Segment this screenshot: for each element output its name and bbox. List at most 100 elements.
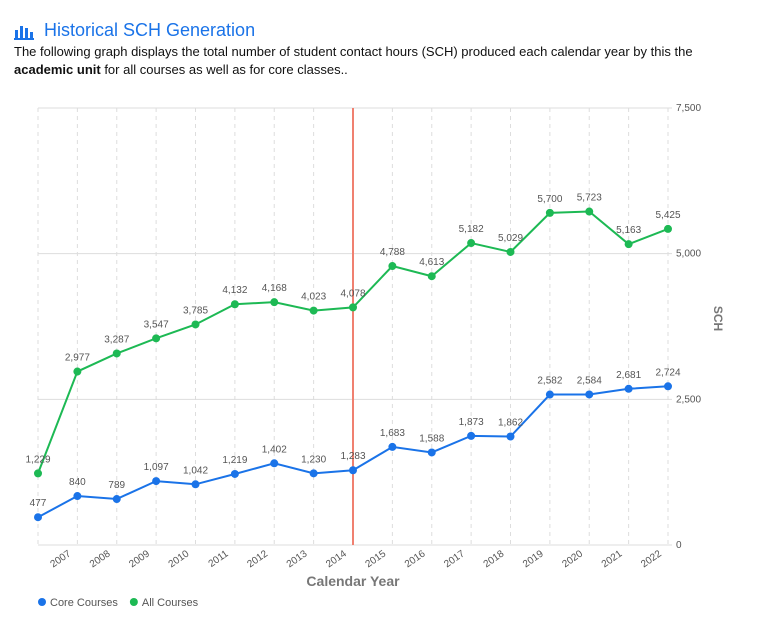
point xyxy=(112,495,121,504)
point xyxy=(270,459,279,468)
data-label: 1,873 xyxy=(459,417,484,428)
x-tick-label: 2007 xyxy=(49,548,74,570)
point xyxy=(34,513,42,522)
data-label: 3,547 xyxy=(144,319,169,330)
point xyxy=(388,442,397,451)
data-label: 5,182 xyxy=(459,224,484,235)
point xyxy=(545,208,554,217)
x-tick-label: 2012 xyxy=(245,548,270,570)
point xyxy=(230,469,239,478)
point xyxy=(427,448,436,457)
point xyxy=(467,431,476,440)
data-label: 2,584 xyxy=(577,375,602,386)
point xyxy=(664,224,672,233)
point xyxy=(230,300,239,309)
data-label: 5,163 xyxy=(616,225,641,236)
data-label: 4,023 xyxy=(301,292,326,303)
data-label: 1,862 xyxy=(498,418,523,429)
data-label: 1,230 xyxy=(301,454,326,465)
point xyxy=(506,247,515,256)
point xyxy=(73,492,82,501)
x-tick-label: 2018 xyxy=(482,548,507,570)
point xyxy=(112,349,121,358)
data-label: 1,097 xyxy=(144,462,169,473)
point xyxy=(467,239,476,248)
point xyxy=(545,390,554,399)
data-label: 5,723 xyxy=(577,193,602,204)
y-tick-label: 7,500 xyxy=(676,103,701,114)
x-tick-label: 2022 xyxy=(639,548,664,570)
data-label: 789 xyxy=(108,480,125,491)
point xyxy=(585,390,594,399)
desc-bold: academic unit xyxy=(14,62,101,77)
data-label: 1,402 xyxy=(262,444,287,455)
x-tick-label: 2008 xyxy=(88,548,113,570)
x-tick-label: 2021 xyxy=(600,548,625,570)
data-label: 477 xyxy=(30,498,47,509)
data-label: 2,582 xyxy=(537,376,562,387)
data-label: 1,588 xyxy=(419,433,444,444)
x-axis-title: Calendar Year xyxy=(306,573,400,589)
desc-text: for all courses as well as for core clas… xyxy=(100,62,348,77)
point xyxy=(664,382,672,391)
data-label: 4,788 xyxy=(380,247,405,258)
point xyxy=(152,334,161,343)
point xyxy=(191,320,200,329)
description: The following graph displays the total n… xyxy=(14,43,754,79)
data-label: 1,683 xyxy=(380,428,405,439)
point xyxy=(427,272,436,281)
point xyxy=(506,432,515,441)
point xyxy=(309,306,318,315)
point xyxy=(34,469,42,478)
title: Historical SCH Generation xyxy=(44,20,256,40)
data-label: 4,168 xyxy=(262,283,287,294)
point xyxy=(388,262,397,271)
x-tick-label: 2016 xyxy=(403,548,428,570)
data-label: 840 xyxy=(69,477,86,488)
point xyxy=(585,207,594,216)
point xyxy=(309,469,318,478)
data-label: 2,681 xyxy=(616,370,641,381)
y-tick-label: 0 xyxy=(676,540,682,551)
x-tick-label: 2010 xyxy=(167,548,192,570)
data-label: 4,132 xyxy=(222,285,247,296)
data-label: 1,219 xyxy=(222,455,247,466)
x-tick-label: 2019 xyxy=(521,548,546,570)
legend-swatch xyxy=(129,598,138,606)
y-axis-title: SCH xyxy=(711,306,725,331)
y-tick-label: 5,000 xyxy=(676,249,701,260)
legend-label: All Courses xyxy=(142,597,199,609)
x-tick-label: 2013 xyxy=(285,548,310,570)
data-label: 5,029 xyxy=(498,233,523,244)
x-tick-label: 2014 xyxy=(324,548,349,570)
data-label: 2,724 xyxy=(655,367,680,378)
data-label: 4,078 xyxy=(340,288,365,299)
x-tick-label: 2009 xyxy=(127,548,152,570)
point xyxy=(624,384,633,393)
legend-label: Core Courses xyxy=(50,597,118,609)
desc-text: The following graph displays the total n… xyxy=(14,44,693,59)
data-label: 3,785 xyxy=(183,305,208,316)
data-label: 1,283 xyxy=(340,451,365,462)
point xyxy=(624,240,633,249)
point xyxy=(349,303,357,312)
data-label: 2,977 xyxy=(65,353,90,364)
data-label: 4,613 xyxy=(419,257,444,268)
chart-icon xyxy=(14,26,34,40)
legend-swatch xyxy=(38,598,46,606)
x-tick-label: 2015 xyxy=(364,548,389,570)
x-tick-label: 2020 xyxy=(560,548,585,570)
point xyxy=(152,477,161,486)
point xyxy=(270,298,279,307)
data-label: 1,042 xyxy=(183,465,208,476)
data-label: 1,229 xyxy=(25,454,50,465)
data-label: 5,700 xyxy=(537,194,562,205)
point xyxy=(349,466,357,475)
x-tick-label: 2017 xyxy=(442,548,467,570)
y-tick-label: 2,500 xyxy=(676,394,701,405)
point xyxy=(73,367,82,376)
x-tick-label: 2011 xyxy=(207,548,231,570)
data-label: 3,287 xyxy=(104,334,129,345)
point xyxy=(191,480,200,489)
